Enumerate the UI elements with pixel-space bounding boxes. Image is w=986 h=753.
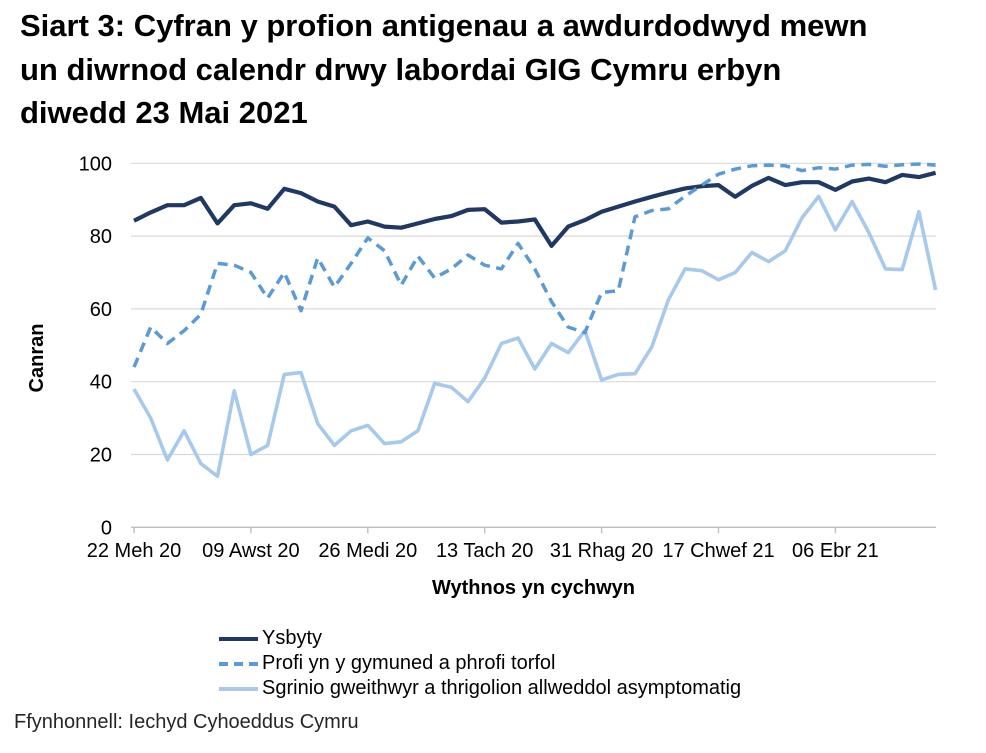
x-tick-label: 26 Medi 20 xyxy=(318,540,417,562)
y-tick-label-60: 60 xyxy=(90,299,112,321)
legend-item-profi: Profi yn y gymuned a phrofi torfol xyxy=(219,651,741,676)
series-line-1 xyxy=(132,162,936,368)
legend-label: Profi yn y gymuned a phrofi torfol xyxy=(262,652,556,674)
chart-title: Siart 3: Cyfran y profion antigenau a aw… xyxy=(20,4,970,135)
y-tick-label-40: 40 xyxy=(90,372,112,394)
legend-item-sgrinio: Sgrinio gweithwyr a thrigolion allweddol… xyxy=(219,676,741,701)
x-axis-title: Wythnos yn cychwyn xyxy=(431,577,635,599)
legend-line-swatch-solid-navy xyxy=(219,636,258,641)
chart-title-line-1: Siart 3: Cyfran y profion antigenau a aw… xyxy=(20,8,868,43)
y-tick-label-80: 80 xyxy=(90,226,112,248)
legend-line-swatch-dashed-blue xyxy=(219,661,258,666)
legend-label: Ysbyty xyxy=(262,627,323,649)
y-tick-label-20: 20 xyxy=(90,445,112,467)
x-tick-label: 17 Chwef 21 xyxy=(662,540,774,562)
x-tick-label: 31 Rhag 20 xyxy=(550,540,653,562)
legend-item-ysbyty: Ysbyty xyxy=(219,626,741,651)
legend-line-swatch-solid-lightblue xyxy=(219,686,258,691)
chart-legend: Ysbyty Profi yn y gymuned a phrofi torfo… xyxy=(219,626,741,701)
x-tick-label: 06 Ebr 21 xyxy=(792,540,879,562)
series-line-2 xyxy=(132,194,938,479)
x-tick-label: 09 Awst 20 xyxy=(202,540,299,562)
y-tick-label-0: 0 xyxy=(101,517,112,539)
chart-title-line-3: diwedd 23 Mai 2021 xyxy=(20,95,308,130)
chart-title-line-2: un diwrnod calendr drwy labordai GIG Cym… xyxy=(20,51,782,87)
x-tick-label: 22 Meh 20 xyxy=(87,540,182,562)
x-tick-label: 13 Tach 20 xyxy=(436,540,534,562)
y-tick-label-100: 100 xyxy=(79,153,112,175)
source-note: Ffynhonnell: Iechyd Cyhoeddus Cymru xyxy=(14,711,359,733)
legend-label: Sgrinio gweithwyr a thrigolion allweddol… xyxy=(262,677,742,699)
series-line-0 xyxy=(133,170,937,248)
